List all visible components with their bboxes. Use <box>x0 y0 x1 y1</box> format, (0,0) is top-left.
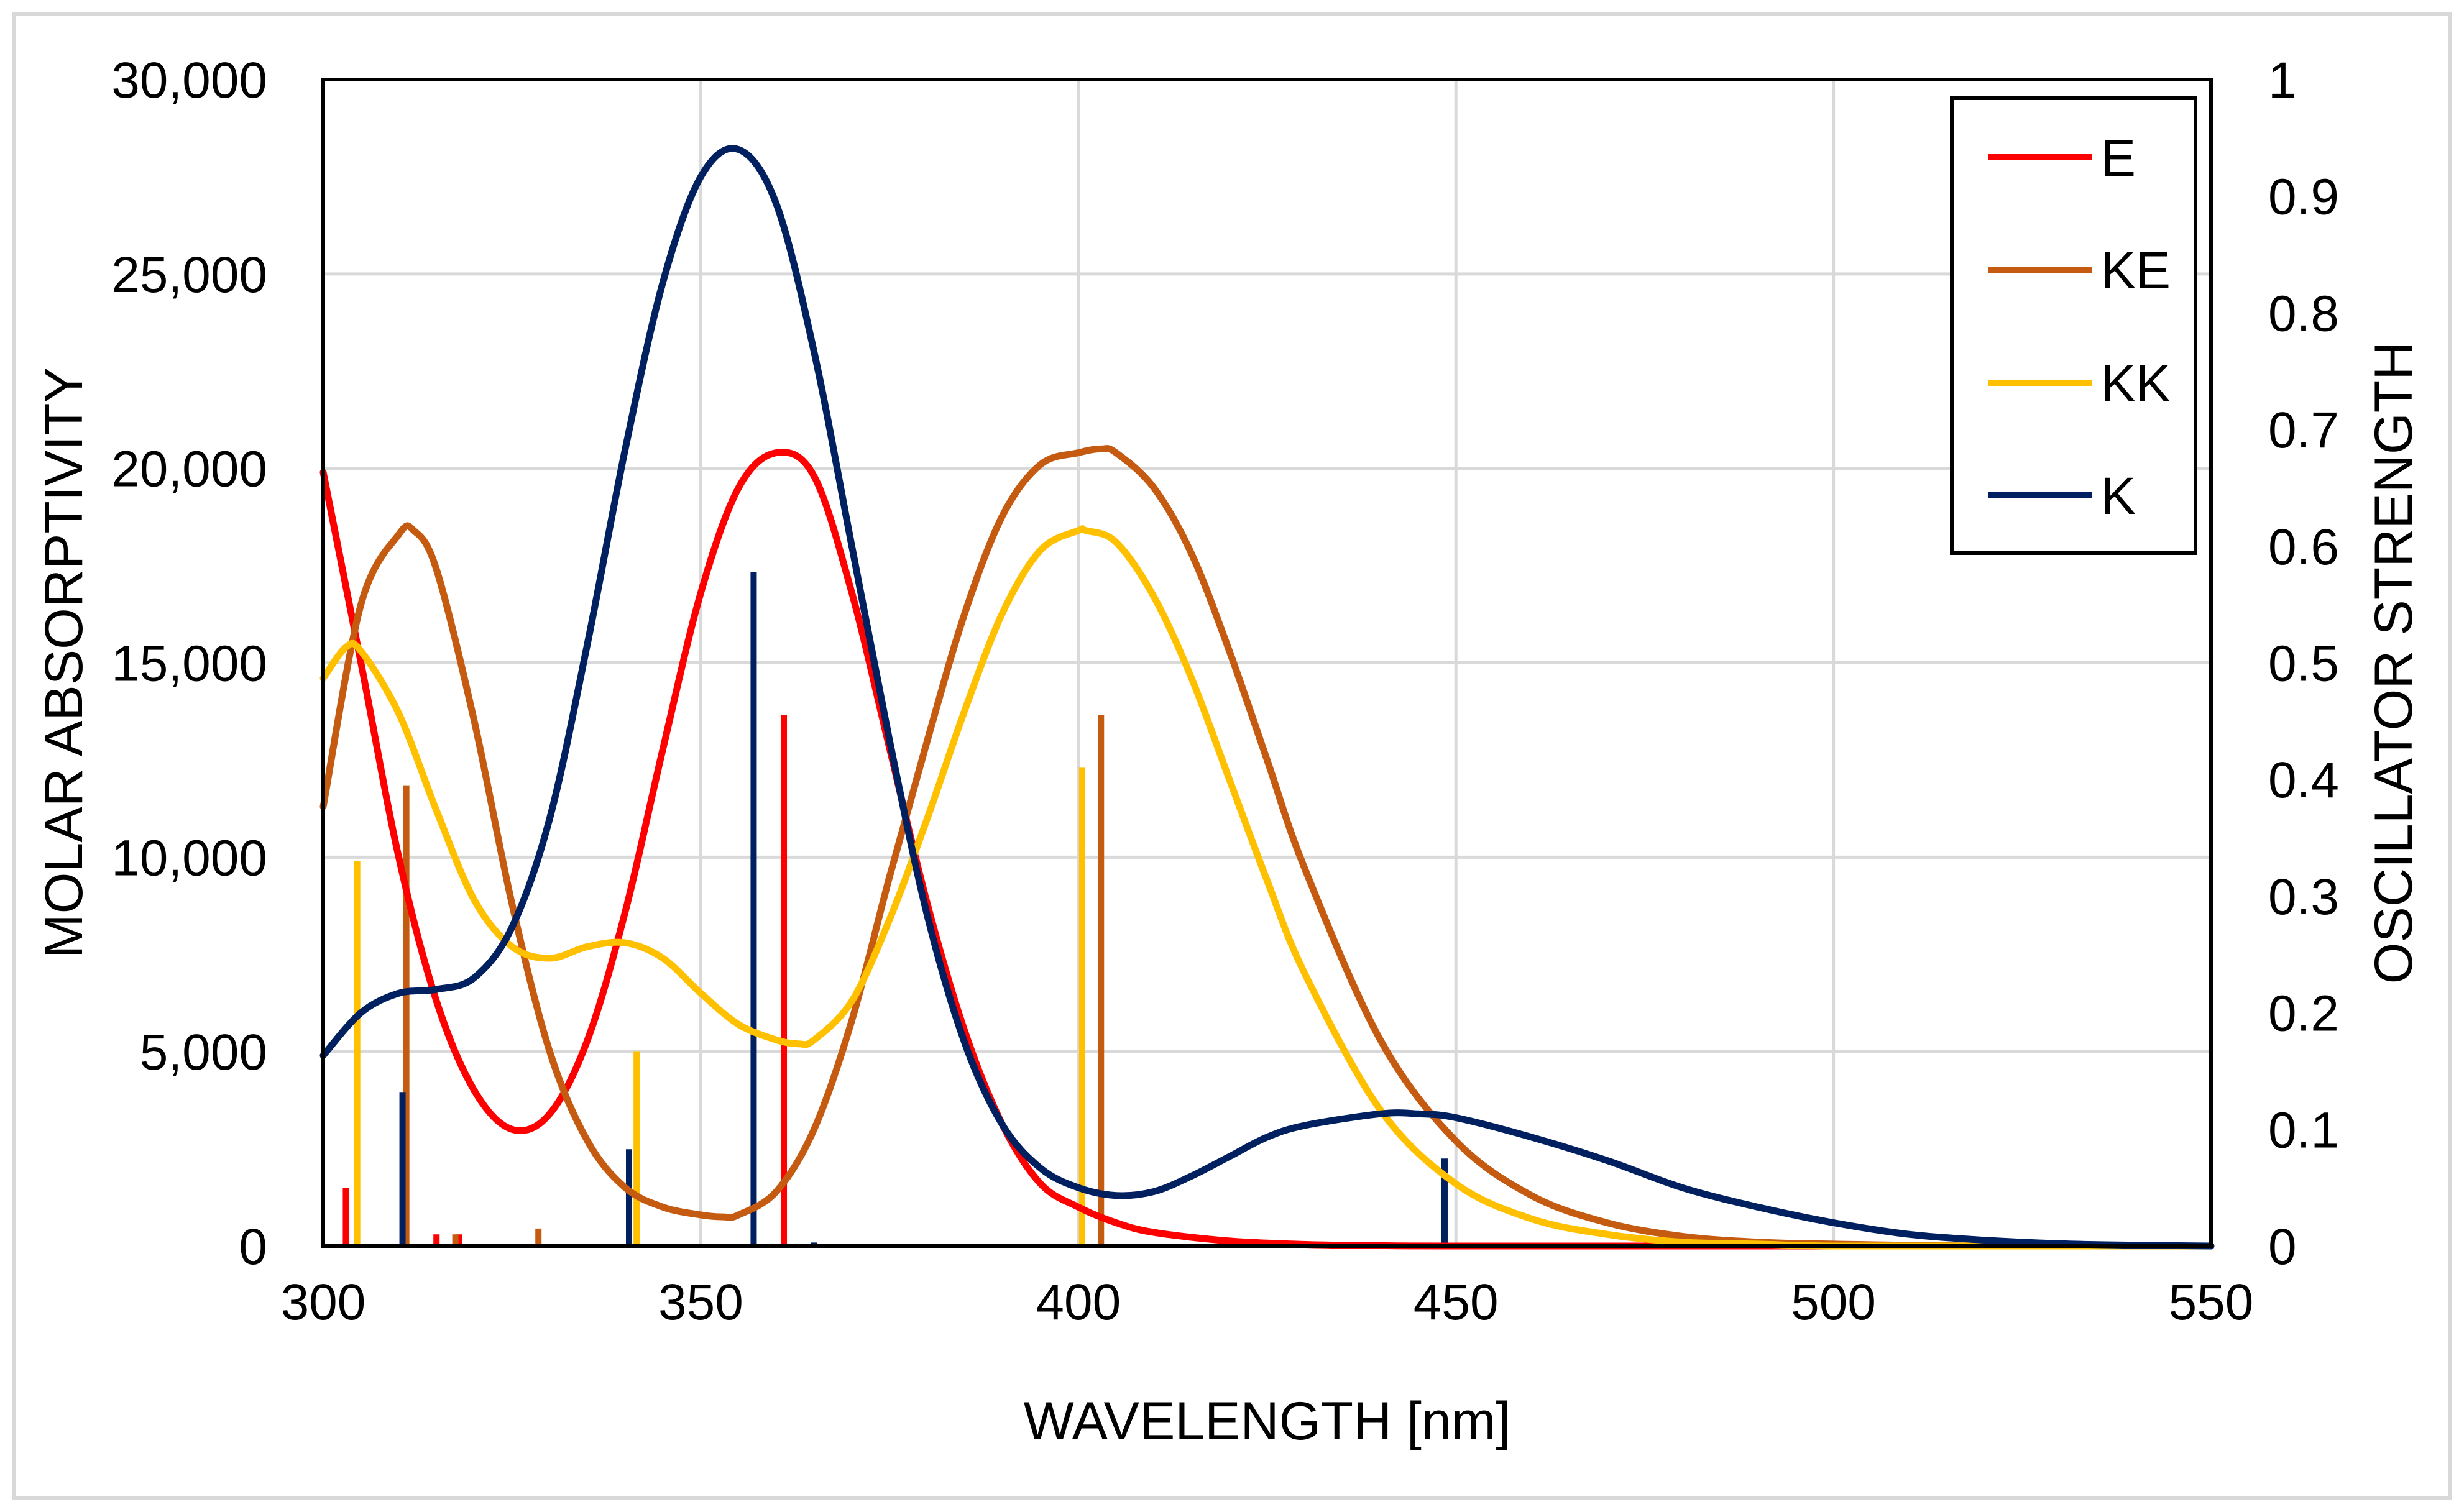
y-tick-label: 25,000 <box>111 247 267 303</box>
x-tick-label: 450 <box>1414 1274 1499 1331</box>
y-tick-label: 30,000 <box>111 52 267 109</box>
x-axis-title: WAVELENGTH [nm] <box>1024 1391 1511 1451</box>
y2-tick-label: 0.7 <box>2268 402 2339 459</box>
y2-tick-label: 0.2 <box>2268 986 2339 1042</box>
legend-box <box>1950 96 2197 555</box>
y-tick-label: 5,000 <box>140 1024 267 1081</box>
y-tick-label: 15,000 <box>111 636 267 692</box>
legend: E KE KK K <box>1950 96 2197 555</box>
y2-axis-title: OSCILLATOR STRENGTH <box>2364 342 2424 984</box>
legend-label-kk: KK <box>2101 354 2171 413</box>
y2-tick-label: 0.3 <box>2268 869 2339 925</box>
y-tick-label: 0 <box>239 1219 267 1275</box>
oscillator-strength-sticks <box>342 572 1448 1246</box>
x-tick-label: 500 <box>1791 1274 1876 1331</box>
plot-area-border <box>321 78 2213 1248</box>
y2-tick-label: 0.6 <box>2268 519 2339 575</box>
y2-tick-label: 0.9 <box>2268 169 2339 226</box>
x-tick-label: 300 <box>281 1274 366 1331</box>
y2-tick-label: 0 <box>2268 1219 2297 1275</box>
y2-tick-label: 0.4 <box>2268 752 2339 809</box>
series-line-k <box>319 145 2215 1250</box>
legend-label-e: E <box>2101 129 2136 187</box>
y-tick-label: 10,000 <box>111 830 267 886</box>
y-tick-label: 20,000 <box>111 441 267 498</box>
y2-tick-label: 0.1 <box>2268 1102 2339 1158</box>
series-line-kk <box>319 525 2215 1250</box>
x-tick-label: 350 <box>658 1274 743 1331</box>
y2-tick-label: 0.8 <box>2268 285 2339 342</box>
x-tick-label: 550 <box>2169 1274 2254 1331</box>
legend-label-ke: KE <box>2101 241 2171 300</box>
x-tick-label: 400 <box>1036 1274 1121 1331</box>
y2-tick-label: 1 <box>2268 52 2297 109</box>
y2-tick-label: 0.5 <box>2268 636 2339 692</box>
tick-labels: 300 350 400 450 500 55005,00010,00015,00020,0… <box>111 52 2339 1331</box>
y-axis-title: MOLAR ABSORPTIVITY <box>34 367 94 958</box>
legend-label-k: K <box>2101 467 2136 525</box>
series-line-ke <box>319 445 2215 1250</box>
gridlines <box>323 80 2211 1246</box>
